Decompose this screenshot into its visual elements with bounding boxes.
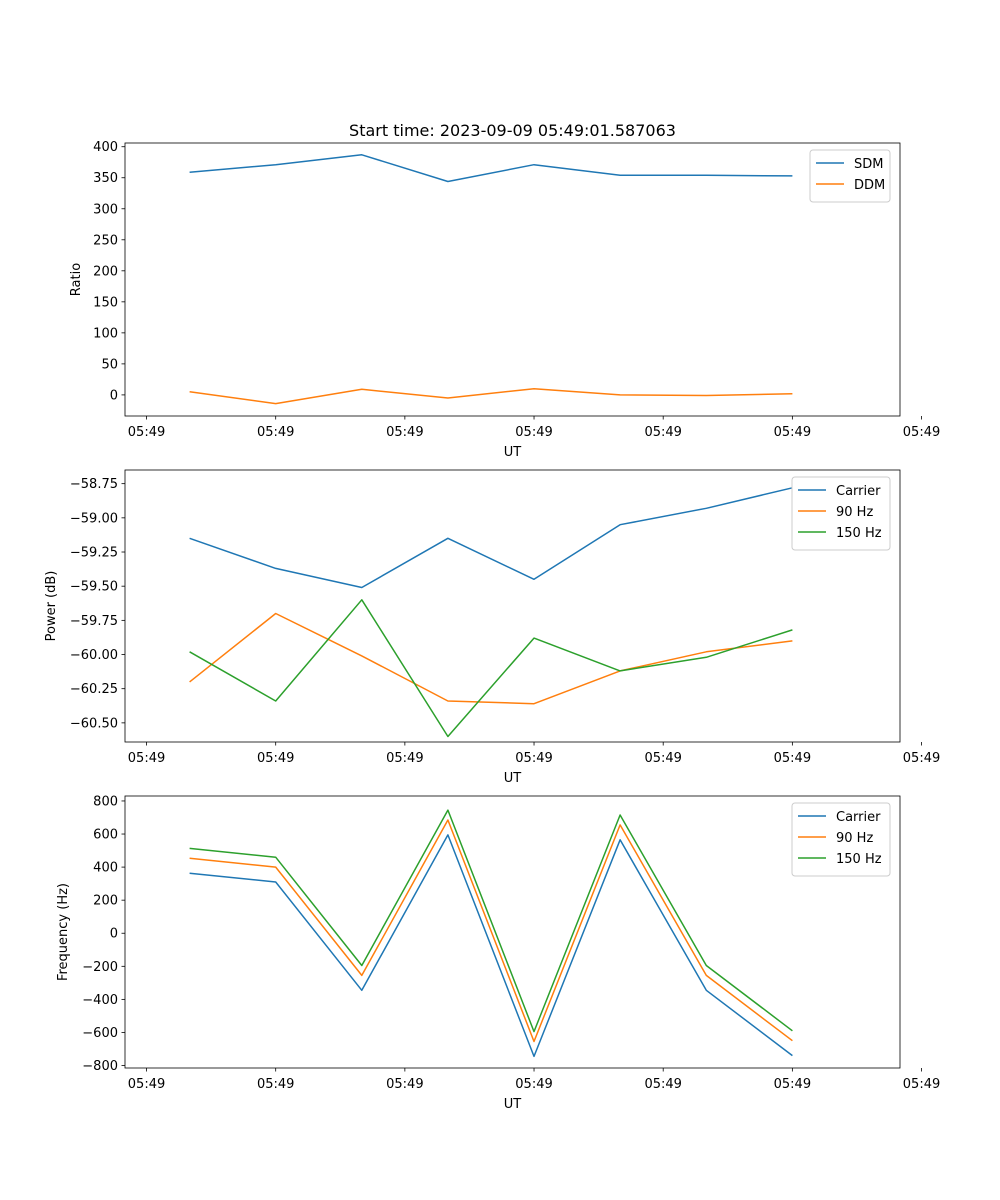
y-tick-label: 100 xyxy=(93,326,118,341)
series-line-150-hz xyxy=(189,599,793,738)
y-tick-label: 350 xyxy=(93,171,118,186)
x-tick-label: 05:49 xyxy=(774,425,811,440)
series-line-ddm xyxy=(189,387,793,405)
y-tick-label: −59.25 xyxy=(70,546,118,561)
y-tick-label: 50 xyxy=(101,357,118,372)
power-chart: −60.50 −60.25 −60.00 −59.75 −59.50 −59.25 −59.… xyxy=(44,469,940,786)
ratio-chart: 0 50 100 150 200 250 300 350 400 05:49 05:49 05:49 0… xyxy=(69,140,940,460)
y-tick-label: 200 xyxy=(93,264,118,279)
y-tick-label: 0 xyxy=(110,388,118,403)
y-tick-label: −58.75 xyxy=(70,477,118,492)
axes-frame xyxy=(124,795,901,1069)
legend-label: DDM xyxy=(854,178,885,193)
x-tick-label: 05:49 xyxy=(257,751,294,766)
legend: Carrier 90 Hz 150 Hz xyxy=(791,802,891,877)
x-tick-label: 05:49 xyxy=(903,1077,940,1092)
y-tick-label: 150 xyxy=(93,295,118,310)
x-tick-label: 05:49 xyxy=(257,1077,294,1092)
x-tick-label: 05:49 xyxy=(128,1077,165,1092)
y-tick-label: −59.00 xyxy=(70,511,118,526)
legend-label: 150 Hz xyxy=(836,526,882,541)
x-tick-label: 05:49 xyxy=(515,1077,552,1092)
y-tick-label: 800 xyxy=(93,794,118,809)
legend-label: Carrier xyxy=(836,484,881,499)
y-tick-label: −400 xyxy=(82,993,118,1008)
x-tick-label: 05:49 xyxy=(386,1077,423,1092)
axes-frame xyxy=(124,142,901,417)
axes-frame xyxy=(124,469,901,743)
series-line-sdm xyxy=(189,154,793,183)
legend: Carrier 90 Hz 150 Hz xyxy=(791,476,891,551)
y-tick-label: 400 xyxy=(93,140,118,155)
y-axis-label: Ratio xyxy=(69,263,84,296)
y-tick-label: −60.25 xyxy=(70,682,118,697)
x-tick-label: 05:49 xyxy=(644,751,681,766)
x-axis-label: UT xyxy=(504,445,522,460)
x-axis-label: UT xyxy=(504,1097,522,1112)
y-tick-label: 250 xyxy=(93,233,118,248)
series-line-150-hz xyxy=(189,809,793,1033)
y-tick-label: 600 xyxy=(93,828,118,843)
legend: SDM DDM xyxy=(809,149,891,203)
y-tick-label: −60.50 xyxy=(70,716,118,731)
y-tick-label: −59.50 xyxy=(70,580,118,595)
y-tick-label: −60.00 xyxy=(70,648,118,663)
y-tick-label: −59.75 xyxy=(70,614,118,629)
x-tick-label: 05:49 xyxy=(128,425,165,440)
x-tick-label: 05:49 xyxy=(257,425,294,440)
legend-label: SDM xyxy=(854,157,883,172)
series-line-90-hz xyxy=(189,612,793,705)
y-axis-label: Frequency (Hz) xyxy=(56,883,71,981)
x-tick-label: 05:49 xyxy=(774,1077,811,1092)
y-tick-label: −600 xyxy=(82,1026,118,1041)
y-tick-label: 400 xyxy=(93,861,118,876)
y-tick-label: −800 xyxy=(82,1059,118,1074)
x-axis-label: UT xyxy=(504,771,522,786)
legend-label: 150 Hz xyxy=(836,852,882,867)
x-tick-label: 05:49 xyxy=(386,751,423,766)
y-tick-label: 300 xyxy=(93,202,118,217)
x-tick-label: 05:49 xyxy=(128,751,165,766)
x-tick-label: 05:49 xyxy=(903,425,940,440)
legend-label: 90 Hz xyxy=(836,831,873,846)
x-tick-label: 05:49 xyxy=(386,425,423,440)
y-tick-label: −200 xyxy=(82,960,118,975)
legend-label: Carrier xyxy=(836,810,881,825)
series-line-carrier xyxy=(189,487,793,589)
legend-label: 90 Hz xyxy=(836,505,873,520)
figure-title: Start time: 2023-09-09 05:49:01.587063 xyxy=(349,121,676,140)
frequency-chart: −800 −600 −400 −200 0 200 400 600 800 05:49 05:49 0… xyxy=(56,794,940,1112)
y-axis-label: Power (dB) xyxy=(44,571,59,642)
x-tick-label: 05:49 xyxy=(644,425,681,440)
series-line-90-hz xyxy=(189,819,793,1043)
series-line-carrier xyxy=(189,834,793,1058)
x-tick-label: 05:49 xyxy=(515,751,552,766)
x-tick-label: 05:49 xyxy=(515,425,552,440)
x-tick-label: 05:49 xyxy=(644,1077,681,1092)
x-tick-label: 05:49 xyxy=(903,751,940,766)
y-tick-label: 200 xyxy=(93,894,118,909)
y-tick-label: 0 xyxy=(110,927,118,942)
x-tick-label: 05:49 xyxy=(774,751,811,766)
